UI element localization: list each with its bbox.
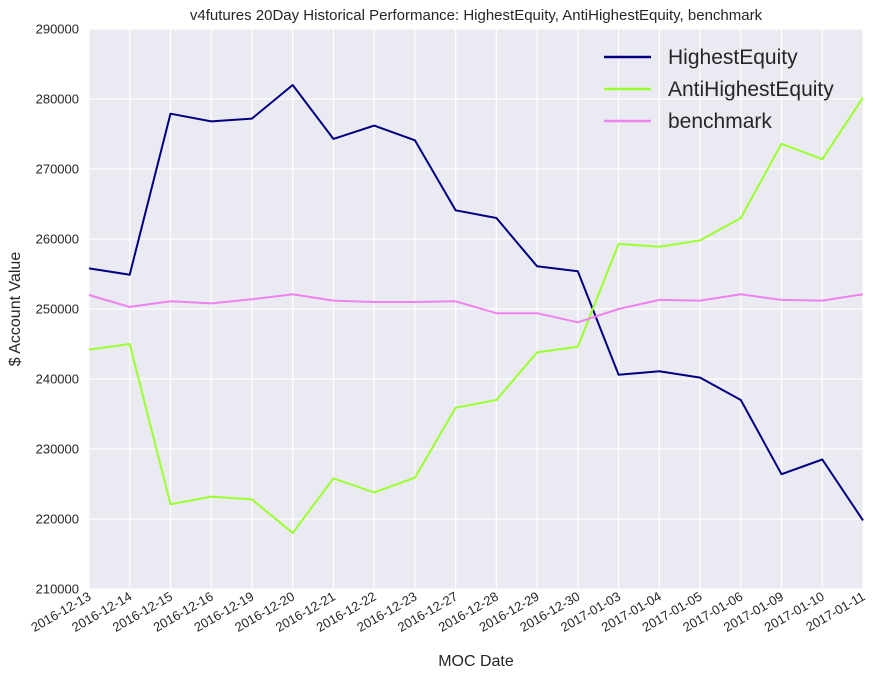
x-axis-label: MOC Date	[438, 653, 514, 670]
y-tick-label: 280000	[36, 92, 79, 107]
y-axis-ticks: 210000 220000 230000 240000 250000 260000 2700…	[36, 22, 79, 597]
y-tick-label: 290000	[36, 22, 79, 37]
y-axis-label: $ Account Value	[7, 252, 24, 367]
series-line-AntiHighestEquity	[88, 97, 864, 534]
y-tick-label: 250000	[36, 302, 79, 317]
legend-label: HighestEquity	[668, 46, 798, 69]
y-tick-label: 260000	[36, 232, 79, 247]
grid-lines	[88, 28, 864, 590]
series-lines	[88, 84, 864, 534]
y-tick-label: 210000	[36, 582, 79, 597]
y-tick-label: 240000	[36, 372, 79, 387]
x-axis-ticks: 2016-12-132016-12-142016-12-152016-12-16…	[28, 589, 867, 635]
y-tick-label: 230000	[36, 442, 79, 457]
legend-label: benchmark	[668, 110, 772, 133]
chart-title: v4futures 20Day Historical Performance: …	[190, 7, 763, 24]
y-tick-label: 270000	[36, 162, 79, 177]
series-line-benchmark	[88, 293, 864, 324]
y-tick-label: 220000	[36, 512, 79, 527]
series-line-HighestEquity	[88, 84, 864, 521]
legend-label: AntiHighestEquity	[668, 78, 834, 101]
legend: HighestEquity AntiHighestEquity benchmark	[604, 46, 834, 133]
